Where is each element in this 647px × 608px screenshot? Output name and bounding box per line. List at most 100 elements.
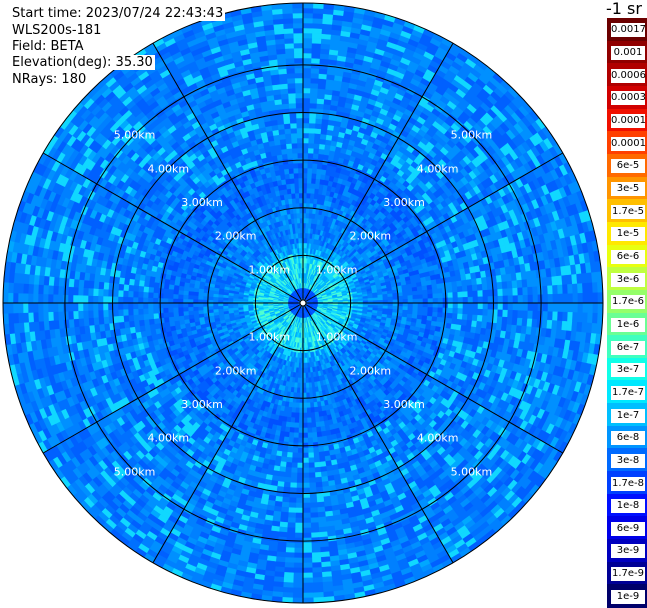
ppi-cell	[408, 299, 413, 303]
ppi-cell	[568, 303, 573, 312]
ppi-cell	[303, 8, 313, 13]
ppi-cell	[310, 103, 317, 108]
ppi-cell	[577, 313, 583, 323]
ppi-cell	[527, 319, 533, 327]
ppi-cell	[563, 303, 568, 312]
ppi-cell	[432, 312, 437, 317]
ppi-cell	[437, 317, 443, 322]
ppi-cell	[593, 303, 598, 313]
ppi-cell	[303, 43, 312, 48]
ppi-cell	[503, 289, 508, 296]
ppi-cell	[383, 306, 388, 309]
ppi-cell	[317, 104, 324, 110]
ppi-cell	[315, 128, 321, 134]
ppi-cell	[314, 143, 320, 148]
ppi-cell	[418, 295, 423, 299]
ppi-cell	[558, 303, 563, 312]
ppi-cell	[592, 282, 598, 293]
ppi-cell	[306, 208, 310, 213]
ppi-cell	[523, 295, 528, 303]
ppi-cell	[528, 287, 533, 295]
ppi-cell	[311, 68, 319, 74]
ppi-cell	[433, 294, 438, 299]
ppi-cell	[447, 282, 453, 288]
ppi-cell	[467, 285, 473, 291]
ppi-cell	[487, 283, 493, 290]
ppi-cell	[413, 303, 418, 307]
ppi-cell	[307, 193, 311, 198]
ppi-cell	[312, 28, 322, 34]
ppi-cell	[403, 307, 408, 311]
ppi-cell	[448, 298, 453, 303]
ppi-cell	[320, 59, 329, 65]
ppi-cell	[522, 280, 528, 288]
ppi-cell	[423, 299, 428, 303]
ppi-cell	[573, 303, 578, 313]
ppi-cell	[461, 320, 467, 326]
ppi-cell	[310, 93, 317, 98]
ppi-cell	[453, 298, 458, 303]
ppi-cell	[318, 84, 326, 90]
ppi-cell	[311, 58, 320, 64]
ppi-cell	[572, 312, 578, 322]
ppi-cell	[306, 218, 309, 223]
ppi-cell	[458, 297, 463, 303]
ppi-cell	[458, 308, 463, 314]
ppi-cell	[423, 303, 428, 307]
ppi-cell	[412, 287, 418, 292]
ppi-cell	[303, 3, 314, 8]
ppi-cell	[388, 297, 393, 300]
ppi-cell	[523, 303, 528, 311]
ppi-cell	[438, 303, 443, 308]
ppi-cell	[488, 310, 493, 317]
ppi-cell	[448, 308, 453, 313]
ppi-cell	[452, 319, 458, 325]
ppi-cell	[428, 294, 433, 299]
ppi-cell	[517, 318, 523, 326]
ppi-cell	[587, 313, 593, 323]
ppi-cell	[303, 178, 307, 183]
ppi-cell	[517, 280, 523, 288]
ppi-cell	[403, 303, 408, 307]
ppi-cell	[553, 303, 558, 312]
ppi-cell	[532, 287, 538, 295]
ppi-cell	[312, 43, 321, 48]
ppi-cell	[307, 198, 311, 203]
ppi-cell	[408, 303, 413, 307]
ppi-cell	[310, 113, 317, 118]
ppi-cell	[533, 295, 538, 303]
ppi-cell	[528, 311, 533, 319]
ppi-cell	[532, 278, 538, 287]
ppi-cell	[308, 148, 314, 153]
ppi-cell	[552, 285, 557, 294]
ppi-cell	[542, 320, 548, 329]
ppi-cell	[303, 103, 310, 108]
ppi-cell	[488, 296, 493, 303]
ppi-cell	[488, 303, 493, 310]
ppi-cell	[437, 288, 442, 293]
ppi-cell	[368, 298, 373, 301]
ppi-cell	[598, 303, 603, 314]
ppi-cell	[303, 128, 309, 133]
ppi-cell	[497, 282, 503, 289]
ppi-cell	[507, 317, 513, 325]
ppi-cell	[468, 309, 473, 315]
ppi-cell	[383, 294, 388, 297]
ppi-cell	[498, 296, 503, 303]
ppi-cell	[311, 73, 319, 78]
ppi-cell	[457, 314, 462, 320]
ppi-cell	[473, 297, 478, 303]
ppi-cell	[317, 99, 324, 105]
ppi-cell	[438, 308, 443, 313]
ppi-cell	[407, 288, 412, 292]
ppi-cell	[528, 295, 533, 303]
ppi-cell	[303, 68, 311, 73]
ppi-cell	[578, 303, 583, 313]
ppi-cell	[512, 318, 518, 326]
ppi-cell	[557, 285, 562, 294]
ppi-cell	[452, 287, 457, 293]
ppi-cell	[427, 312, 432, 317]
ppi-cell	[307, 178, 312, 183]
ppi-cell	[503, 303, 508, 310]
ppi-cell	[447, 313, 452, 319]
